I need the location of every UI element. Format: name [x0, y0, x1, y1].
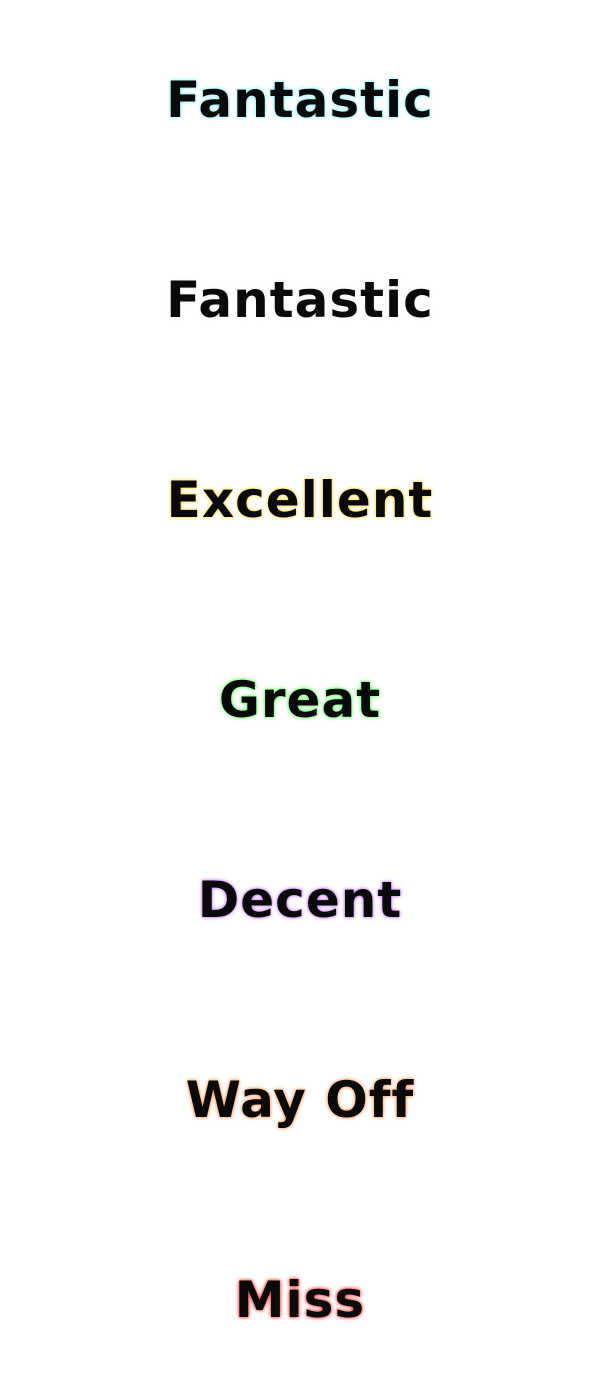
judgment-label: Fantastic — [166, 71, 434, 129]
judgment-miss: Miss — [0, 1200, 600, 1400]
judgment-fantastic-white: Fantastic — [0, 200, 600, 400]
judgment-label: Decent — [197, 871, 403, 929]
judgment-label: Way Off — [185, 1071, 415, 1129]
judgment-label: Excellent — [166, 471, 434, 529]
judgment-decent: Decent — [0, 800, 600, 1000]
judgment-way-off: Way Off — [0, 1000, 600, 1200]
judgment-label: Miss — [234, 1271, 366, 1329]
judgment-great: Great — [0, 600, 600, 800]
judgment-label: Great — [218, 671, 382, 729]
judgment-excellent: Excellent — [0, 400, 600, 600]
judgment-label: Fantastic — [166, 271, 434, 329]
judgment-fantastic-blue: Fantastic — [0, 0, 600, 200]
